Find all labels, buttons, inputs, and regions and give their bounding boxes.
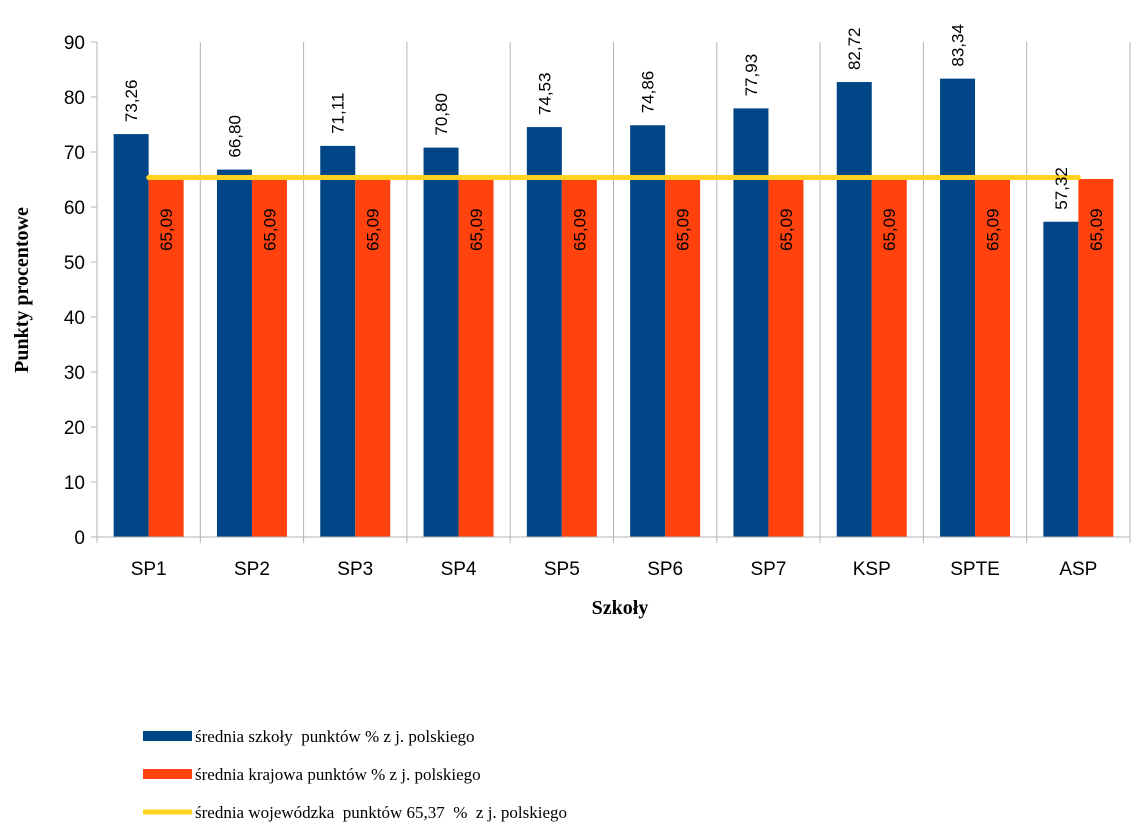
data-label-school: 73,26 [122,80,141,123]
data-label-national: 65,09 [157,208,176,251]
legend-swatch-national [143,769,192,779]
bar-school-sp4 [423,147,459,537]
bar-school-sp7 [733,108,769,537]
bar-national-sp4 [458,179,494,537]
y-axis-title: Punkty procentowe [11,207,33,373]
x-tick-label: SP3 [337,559,373,580]
bar-school-sp3 [320,145,356,537]
x-tick-label: ASP [1059,559,1097,580]
y-tick-label: 90 [64,33,85,54]
legend-label-school: średnia szkoły punktów % z j. polskiego [195,727,475,746]
x-tick-label: SP7 [750,559,786,580]
bar-school-ksp [836,82,872,537]
x-tick-label: SP6 [647,559,683,580]
data-label-school: 83,34 [949,24,968,67]
bar-national-sp7 [768,179,804,537]
data-label-school: 74,53 [535,73,554,116]
x-tick-label: SP5 [544,559,580,580]
bar-school-sp2 [216,169,252,537]
y-tick-label: 40 [64,308,85,329]
y-tick-label: 60 [64,198,85,219]
bar-school-sp6 [630,125,666,538]
x-tick-label: SP4 [441,559,477,580]
legend-label-voivodeship: średnia wojewódzka punktów 65,37 % z j. … [195,803,567,822]
bar-national-asp [1078,179,1114,537]
y-tick-label: 80 [64,88,85,109]
data-label-national: 65,09 [674,208,693,251]
bar-school-asp [1043,221,1079,538]
data-label-national: 65,09 [984,208,1003,251]
legend-label-national: średnia krajowa punktów % z j. polskiego [195,765,481,784]
grid-layer [96,42,1131,543]
data-label-national: 65,09 [1087,208,1106,251]
labels-layer: SP1 73,26 65,09 SP2 66,80 65,09 SP3 71,11 65,09 S… [122,24,1106,580]
y-tick-label: 20 [64,418,85,439]
bar-national-sp3 [355,179,391,537]
x-tick-label: SP1 [131,559,167,580]
bar-school-spte [940,78,976,537]
axis-layer: 0 10 20 30 40 50 60 70 80 90 [64,33,1130,549]
y-tick-label: 30 [64,363,85,384]
bar-school-sp5 [526,127,562,538]
data-label-school: 70,80 [432,93,451,136]
data-label-school: 71,11 [329,93,348,134]
bars-layer [113,78,1114,538]
x-tick-label: KSP [853,559,891,580]
y-tick-label: 10 [64,473,85,494]
data-label-school: 74,86 [639,71,658,114]
data-label-national: 65,09 [364,208,383,251]
bar-national-sp1 [148,179,184,537]
data-label-national: 65,09 [467,208,486,251]
data-label-national: 65,09 [260,208,279,251]
data-label-school: 66,80 [225,115,244,158]
legend-swatch-school [143,731,192,741]
data-label-school: 82,72 [845,27,864,70]
y-tick-label: 70 [64,143,85,164]
bar-national-ksp [871,179,907,537]
data-label-school: 77,93 [742,54,761,97]
legend: średnia szkoły punktów % z j. polskiego … [143,727,567,822]
y-tick-label: 0 [74,528,85,549]
data-label-school: 57,32 [1052,167,1071,210]
data-label-national: 65,09 [880,208,899,251]
bar-national-sp5 [561,179,597,537]
bar-national-sp2 [251,179,287,537]
bar-school-sp1 [113,134,149,537]
bar-national-spte [975,179,1011,537]
bar-national-sp6 [665,179,701,537]
x-tick-label: SP2 [234,559,270,580]
y-tick-label: 50 [64,253,85,274]
data-label-national: 65,09 [777,208,796,251]
x-tick-label: SPTE [950,559,1000,580]
data-label-national: 65,09 [570,208,589,251]
x-axis-title: Szkoły [592,597,649,619]
